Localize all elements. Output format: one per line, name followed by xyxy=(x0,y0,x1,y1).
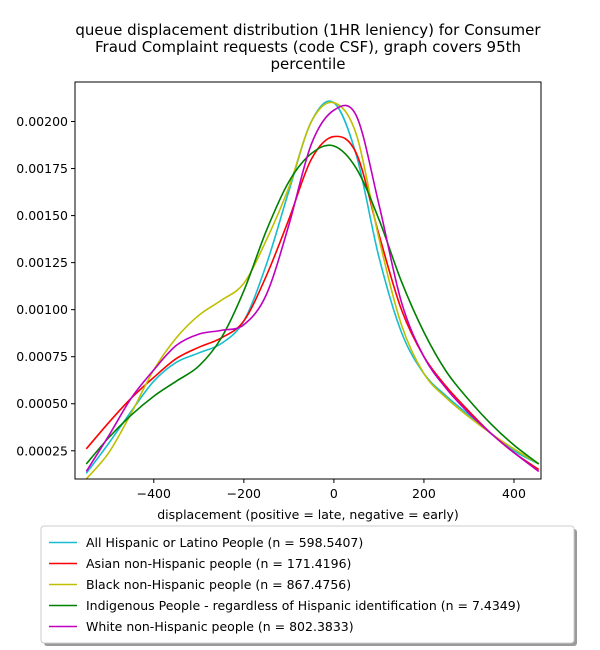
legend-entry: White non-Hispanic people (n = 802.3833) xyxy=(86,619,354,634)
chart-title-line: queue displacement distribution (1HR len… xyxy=(75,21,541,39)
y-tick-label: 0.00175 xyxy=(16,161,68,176)
chart-title: queue displacement distribution (1HR len… xyxy=(75,21,541,73)
legend-entry: Black non-Hispanic people (n = 867.4756) xyxy=(86,577,351,592)
x-axis: −400 −200 0 200 400 xyxy=(137,479,526,501)
x-tick-label: 200 xyxy=(412,486,436,501)
x-axis-label: displacement (positive = late, negative … xyxy=(157,507,459,522)
y-tick-label: 0.00200 xyxy=(16,114,68,129)
y-tick-label: 0.00100 xyxy=(16,302,68,317)
legend-entry: Asian non-Hispanic people (n = 171.4196) xyxy=(86,556,351,571)
y-axis: 0.00025 0.00050 0.00075 0.00100 0.00125 0.001… xyxy=(16,114,75,458)
chart-title-line: percentile xyxy=(270,55,345,73)
series-line xyxy=(85,101,540,480)
series-line xyxy=(85,135,540,471)
chart-title-line: Fraud Complaint requests (code CSF), gra… xyxy=(95,38,521,56)
legend-entry: All Hispanic or Latino People (n = 598.5… xyxy=(86,535,363,550)
x-tick-label: −400 xyxy=(137,486,171,501)
y-tick-label: 0.00050 xyxy=(16,396,68,411)
series-line xyxy=(85,104,540,473)
series-line xyxy=(85,144,540,465)
y-tick-label: 0.00025 xyxy=(16,443,68,458)
legend-entry: Indigenous People - regardless of Hispan… xyxy=(86,598,521,613)
legend: All Hispanic or Latino People (n = 598.5… xyxy=(40,525,577,646)
y-tick-label: 0.00150 xyxy=(16,208,68,223)
y-tick-label: 0.00075 xyxy=(16,349,68,364)
x-tick-label: −200 xyxy=(227,486,261,501)
plot-area xyxy=(85,100,540,480)
axes-frame xyxy=(74,81,542,480)
x-tick-label: 0 xyxy=(330,486,338,501)
legend-box xyxy=(40,525,575,644)
y-tick-label: 0.00125 xyxy=(16,255,68,270)
x-tick-label: 400 xyxy=(502,486,526,501)
